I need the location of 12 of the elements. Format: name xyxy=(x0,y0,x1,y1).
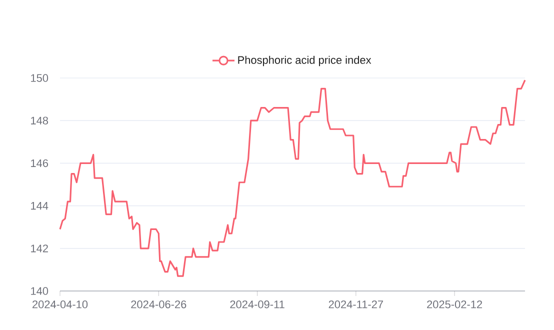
x-tick-label: 2025-02-12 xyxy=(427,300,482,308)
x-tick-label: 2024-09-11 xyxy=(230,300,284,308)
y-tick-label: 142 xyxy=(31,244,48,252)
y-tick-label: 144 xyxy=(31,202,48,210)
y-tick-label: 148 xyxy=(31,116,48,124)
x-tick-label: 2024-04-10 xyxy=(32,300,88,308)
y-tick-label: 140 xyxy=(31,287,48,295)
y-tick-label: 150 xyxy=(31,74,48,82)
legend-label: Phosphoric acid price index xyxy=(238,56,372,66)
x-tick-label: 2024-06-26 xyxy=(131,300,186,308)
x-tick-label: 2024-11-27 xyxy=(328,300,383,308)
y-tick-label: 146 xyxy=(31,159,48,168)
